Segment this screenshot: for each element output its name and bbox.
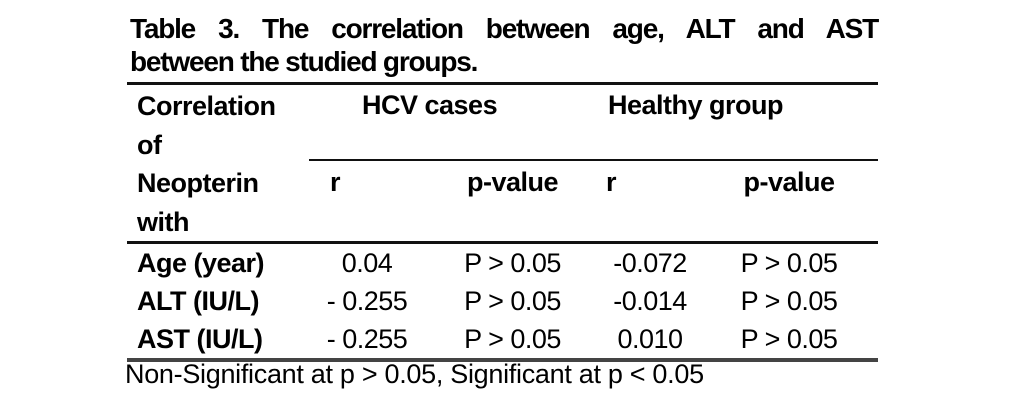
subheader-hcv-r: r xyxy=(330,167,341,197)
correlation-table: Correlation of Neopterin with HCV cases … xyxy=(127,82,878,362)
cell-hcv-pvalue: P > 0.05 xyxy=(464,286,561,316)
cell-healthy-pvalue: P > 0.05 xyxy=(740,286,838,316)
table-caption-line-2: between the studied groups. xyxy=(130,46,478,77)
cell-hcv-pvalue: P > 0.05 xyxy=(464,248,561,278)
row-label: ALT (IU/L) xyxy=(137,286,259,316)
stub-header-line: with xyxy=(137,206,190,237)
group-header-healthy-group: Healthy group xyxy=(608,90,784,120)
subheader-hcv-pvalue: p-value xyxy=(466,167,559,197)
cell-hcv-r: - 0.255 xyxy=(326,324,408,354)
row-label: AST (IU/L) xyxy=(137,324,263,354)
group-header-row: HCV cases Healthy group xyxy=(309,85,878,159)
row-label: Age (year) xyxy=(137,248,265,278)
table-row-alt: ALT (IU/L) - 0.255 P > 0.05 -0.014 P > 0… xyxy=(127,282,878,320)
table-row-age: Age (year) 0.04 P > 0.05 -0.072 P > 0.05 xyxy=(127,244,878,282)
cell-healthy-r: -0.072 xyxy=(613,248,687,278)
stub-header-line: Correlation xyxy=(137,91,276,121)
cell-hcv-r: - 0.255 xyxy=(326,286,408,316)
subheader-row: r p-value r p-value xyxy=(309,161,878,236)
cell-hcv-r: 0.04 xyxy=(341,248,393,278)
significance-footnote: Non-Significant at p > 0.05, Significant… xyxy=(125,359,704,389)
subheader-healthy-r: r xyxy=(606,167,617,197)
cell-healthy-r: -0.014 xyxy=(613,286,687,316)
table-caption-line-1: Table 3. The correlation between age, AL… xyxy=(130,13,879,44)
stub-header: Correlation of Neopterin with xyxy=(127,85,309,241)
group-header-hcv-cases: HCV cases xyxy=(362,90,498,120)
subheader-divider-rule xyxy=(309,159,878,161)
cell-healthy-pvalue: P > 0.05 xyxy=(740,324,838,354)
cell-hcv-pvalue: P > 0.05 xyxy=(464,324,561,354)
stub-header-line: of xyxy=(137,129,162,160)
subheader-healthy-pvalue: p-value xyxy=(743,167,835,197)
table-row-ast: AST (IU/L) - 0.255 P > 0.05 0.010 P > 0.… xyxy=(127,320,878,358)
table-body: Age (year) 0.04 P > 0.05 -0.072 P > 0.05… xyxy=(127,241,878,362)
table-header: Correlation of Neopterin with HCV cases … xyxy=(127,85,878,241)
table-caption: Table 3. The correlation between age, AL… xyxy=(130,12,879,78)
cell-healthy-r: 0.010 xyxy=(617,324,683,354)
stub-header-line: Neopterin xyxy=(137,168,259,198)
column-groups: HCV cases Healthy group r p-value r p-va… xyxy=(309,85,878,241)
cell-healthy-pvalue: P > 0.05 xyxy=(740,248,838,278)
